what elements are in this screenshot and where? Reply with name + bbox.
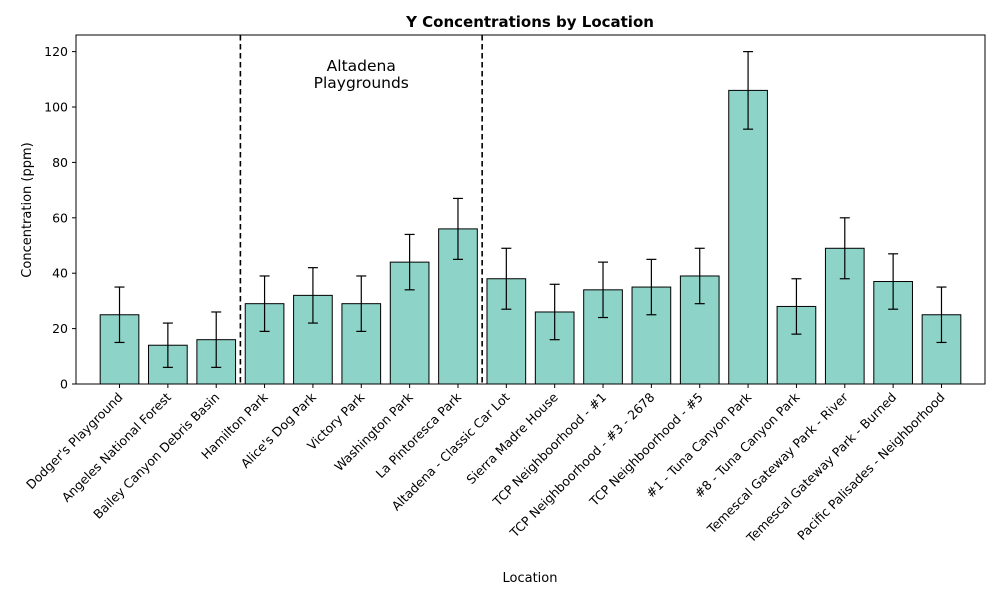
dividers-group [239, 35, 483, 384]
y-tick-label: 20 [52, 321, 68, 336]
y-axis: 0 20 40 60 80 100 120 [44, 44, 76, 392]
x-tick-label: La Pintoresca Park [373, 389, 465, 481]
y-axis-label: Concentration (ppm) [20, 142, 35, 277]
error-bars-group [114, 51, 947, 368]
y-tick-label: 100 [44, 100, 68, 115]
bars-group [99, 89, 962, 385]
x-tick-label: Sierra Madre House [463, 389, 561, 487]
bar [728, 89, 768, 385]
chart-title: Y Concentrations by Location [405, 13, 654, 31]
annotation-text: Altadena [327, 57, 396, 75]
y-tick-label: 60 [52, 210, 68, 225]
plot-frame [75, 34, 986, 385]
y-tick-label: 40 [52, 266, 68, 281]
y-tick-label: 120 [44, 44, 68, 59]
annotation-text: Playgrounds [314, 74, 409, 92]
x-tick-label: Dodger's Playground [23, 390, 126, 493]
y-tick-label: 80 [52, 155, 68, 170]
bar [244, 303, 285, 385]
x-axis-label: Location [503, 571, 558, 586]
bar [921, 314, 962, 385]
y-tick-label: 0 [60, 377, 68, 392]
